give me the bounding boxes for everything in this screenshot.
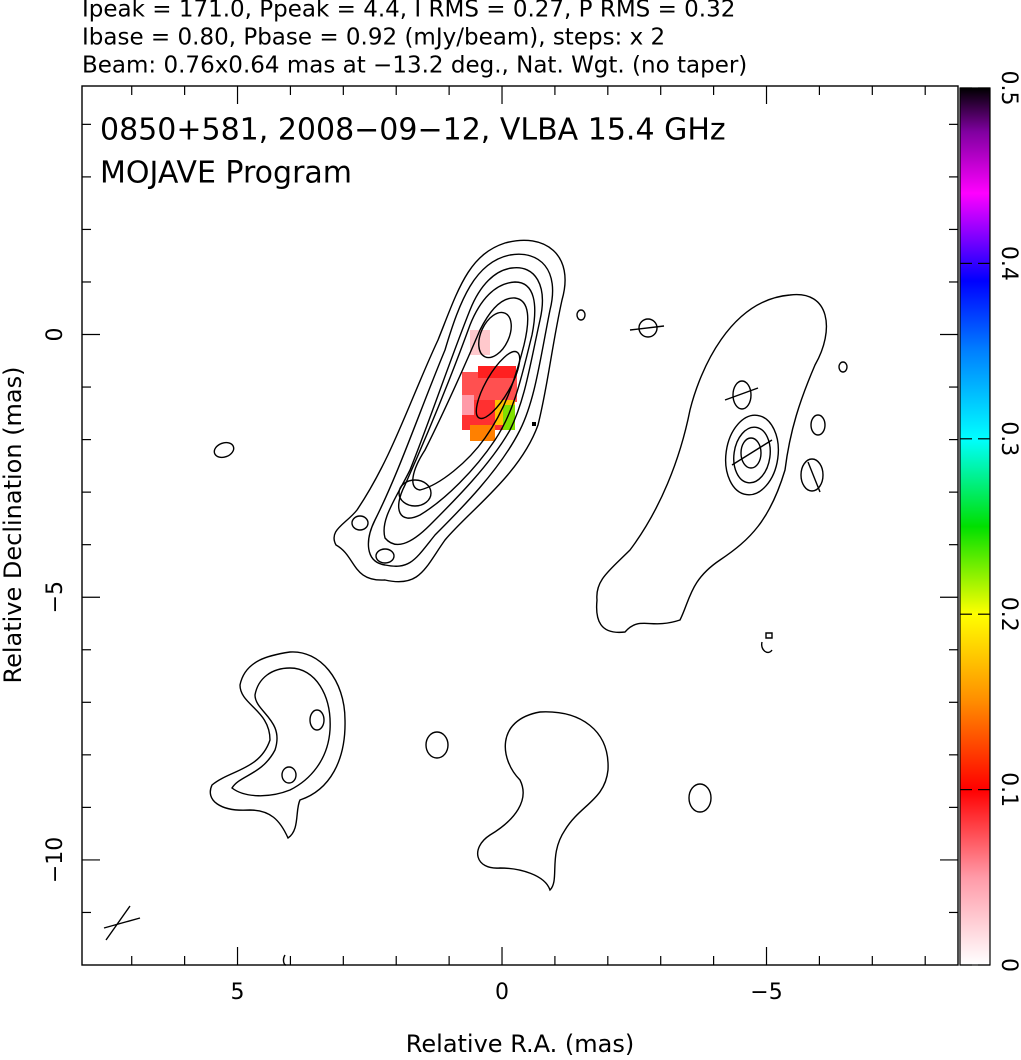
y-tick-label: 0 <box>43 328 68 342</box>
plot-frame <box>81 85 959 966</box>
colorbar-tick-label: 0 <box>996 958 1021 972</box>
plot-subtitle: MOJAVE Program <box>100 156 352 191</box>
header-line: Ipeak = 171.0, Ppeak = 4.4, I RMS = 0.27… <box>82 0 735 23</box>
contours <box>103 239 848 966</box>
colorbar-tick-label: 0.5 <box>996 71 1021 106</box>
colorbar <box>959 87 991 966</box>
x-tick-label: 5 <box>231 980 245 1005</box>
header-line: Ibase = 0.80, Pbase = 0.92 (mJy/beam), s… <box>82 25 665 51</box>
y-axis-label: Relative Declination (mas) <box>0 366 27 683</box>
colorbar-tick-label: 0.1 <box>996 772 1021 807</box>
polarization-patch <box>462 330 517 441</box>
x-axis-label: Relative R.A. (mas) <box>406 1030 634 1058</box>
plot-title: 0850+581, 2008−09−12, VLBA 15.4 GHz <box>100 113 726 148</box>
y-tick-label: −10 <box>43 837 68 883</box>
y-tick-label: −5 <box>43 581 68 613</box>
x-tick-label: 0 <box>495 980 509 1005</box>
header-line: Beam: 0.76x0.64 mas at −13.2 deg., Nat. … <box>82 53 747 79</box>
x-tick-label: −5 <box>750 980 782 1005</box>
colorbar-tick-label: 0.3 <box>996 421 1021 456</box>
colorbar-tick-label: 0.2 <box>996 597 1021 632</box>
colorbar-tick-label: 0.4 <box>996 246 1021 281</box>
